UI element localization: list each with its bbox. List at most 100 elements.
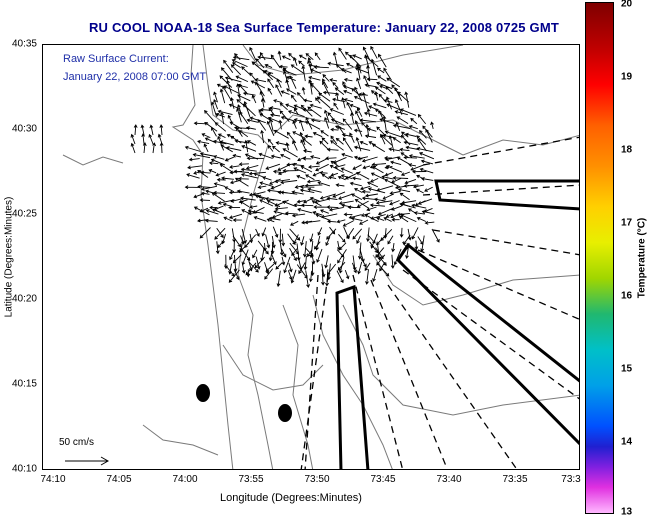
current-vector [425, 128, 433, 143]
current-vector [361, 121, 369, 130]
current-vector [380, 134, 393, 146]
current-vector [334, 87, 345, 95]
current-vector [382, 193, 394, 200]
current-vector [265, 163, 281, 170]
current-vector [241, 262, 246, 274]
current-vector [330, 160, 339, 167]
current-vector [248, 261, 259, 273]
current-vector [390, 205, 402, 211]
current-vector [296, 174, 306, 180]
current-vector [217, 109, 233, 116]
current-vector [228, 213, 243, 220]
current-vector [302, 138, 312, 146]
current-vector [240, 196, 256, 201]
current-vector [367, 187, 386, 194]
current-vector [384, 171, 394, 177]
current-vector [326, 196, 338, 201]
current-vector [391, 217, 400, 222]
current-vector [397, 187, 411, 193]
current-vector [267, 144, 274, 152]
current-vector [353, 128, 363, 133]
current-vector [366, 108, 371, 117]
current-vector [401, 200, 417, 205]
current-vector [362, 165, 371, 170]
current-vector [304, 183, 323, 188]
current-vector [329, 108, 344, 115]
current-vector [370, 58, 378, 76]
current-vector [316, 248, 323, 263]
current-vector [282, 168, 299, 173]
current-vector [377, 254, 387, 266]
current-vector [375, 247, 385, 258]
current-vector [317, 181, 331, 187]
current-vector [370, 172, 385, 180]
current-vector [220, 144, 233, 153]
current-vector [307, 187, 322, 193]
current-vector [262, 69, 274, 81]
current-vector [400, 171, 411, 177]
current-vector [370, 177, 379, 183]
current-vector [301, 86, 306, 95]
current-vector [233, 254, 238, 273]
current-vector [201, 133, 211, 139]
current-vector [330, 140, 344, 151]
current-vector [385, 213, 393, 218]
current-vector [390, 160, 402, 166]
current-vector [313, 65, 329, 69]
current-vector [365, 193, 378, 198]
solid-boxes [335, 179, 579, 469]
current-vector [211, 126, 217, 137]
current-vector [268, 118, 274, 132]
current-vector [346, 62, 354, 68]
x-tick-label: 74:00 [172, 474, 198, 485]
current-vector [266, 218, 275, 223]
current-vector [416, 146, 434, 153]
current-vector [332, 81, 339, 89]
transect-line [402, 269, 579, 400]
current-vector [357, 261, 363, 275]
current-vector [335, 137, 344, 145]
current-vector [373, 197, 386, 202]
current-vector [376, 216, 385, 221]
current-vector [288, 262, 293, 273]
current-vector [282, 148, 298, 158]
black-dot [278, 404, 292, 422]
current-vector [424, 186, 433, 192]
current-vector [355, 63, 361, 80]
current-vector [217, 133, 226, 139]
current-vector [252, 191, 266, 197]
current-vector [407, 228, 412, 241]
current-vector [371, 162, 387, 167]
current-vector [308, 75, 321, 81]
current-vector [403, 155, 417, 160]
current-vector [417, 198, 433, 205]
current-vector [337, 261, 346, 271]
current-vector [312, 132, 323, 138]
current-vector [309, 103, 322, 109]
current-vector [361, 156, 378, 163]
current-vector [340, 68, 352, 74]
current-vector [387, 235, 394, 245]
current-vector [357, 242, 362, 260]
current-vector [262, 176, 272, 181]
current-vector [205, 209, 219, 215]
current-vector [327, 61, 344, 67]
current-vector [292, 140, 298, 151]
current-vector [325, 269, 329, 287]
current-vector [148, 133, 154, 145]
current-vector [274, 206, 288, 211]
y-axis-label: Latitude (Degrees:Minutes) [3, 196, 15, 318]
current-vector [356, 172, 370, 180]
current-vector [310, 82, 322, 95]
current-vector [254, 77, 267, 83]
x-tick-label: 74:05 [106, 474, 132, 485]
current-vector [230, 198, 242, 203]
current-vector [303, 198, 312, 204]
current-vector [324, 255, 329, 269]
current-vector [326, 228, 337, 240]
current-vector [186, 173, 200, 179]
current-vector [291, 162, 305, 167]
current-vector [330, 127, 339, 132]
current-vector [417, 236, 424, 246]
y-tick-label: 40:15 [11, 378, 37, 390]
